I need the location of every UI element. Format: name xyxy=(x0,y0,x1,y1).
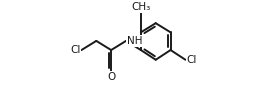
Text: CH₃: CH₃ xyxy=(131,2,150,12)
Text: Cl: Cl xyxy=(70,45,81,55)
Text: O: O xyxy=(107,72,115,82)
Text: Cl: Cl xyxy=(186,55,197,65)
Text: NH: NH xyxy=(127,36,142,46)
